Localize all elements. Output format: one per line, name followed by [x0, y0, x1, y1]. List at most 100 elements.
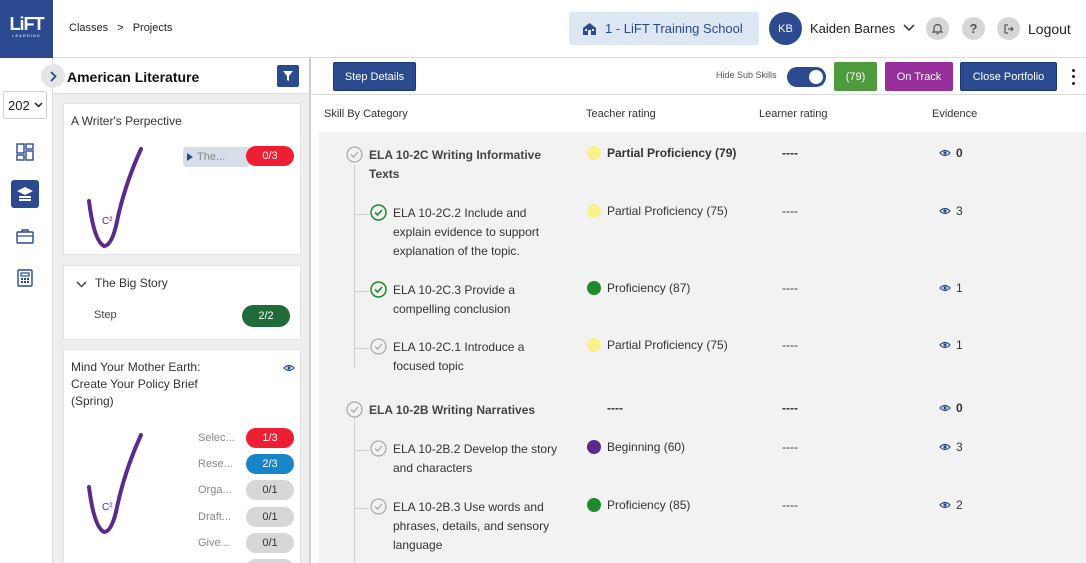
avatar[interactable]: KB: [769, 12, 802, 45]
project-card-title: A Writer's Perpective: [71, 114, 182, 128]
filter-button[interactable]: [277, 65, 299, 87]
table-header: Skill By Category Teacher rating Learner…: [313, 96, 1086, 132]
help-icon: ?: [969, 21, 978, 36]
teacher-rating-text: ----: [607, 401, 623, 415]
teacher-rating[interactable]: Proficiency (87): [587, 281, 690, 295]
more-options-icon[interactable]: [1068, 67, 1078, 87]
breadcrumb-separator: >: [117, 22, 124, 34]
class-title: American Literature: [67, 69, 200, 85]
learner-rating: ----: [782, 401, 798, 415]
chevron-down-icon[interactable]: [903, 24, 915, 32]
teacher-rating[interactable]: Beginning (60): [587, 440, 685, 454]
step-label: Give...: [198, 537, 230, 549]
bell-icon: [931, 23, 944, 35]
teacher-rating-text: Beginning (60): [607, 440, 686, 454]
tree-connector: [354, 291, 369, 292]
logo-subtext: LEARNING: [12, 33, 41, 38]
completed-check-icon: [370, 204, 387, 221]
evidence-link[interactable]: 1: [939, 338, 963, 352]
teacher-rating-text: Proficiency (85): [607, 498, 691, 512]
left-nav-rail: 202: [0, 58, 53, 563]
graduation-cap-icon: [17, 187, 33, 201]
pending-check-icon: [370, 498, 387, 515]
breadcrumb-classes-link[interactable]: Classes: [69, 22, 109, 34]
project-card[interactable]: A Writer's Perpective C² The... 0/3: [63, 103, 301, 255]
eye-icon: [939, 149, 951, 157]
teacher-rating[interactable]: Partial Proficiency (75): [587, 338, 728, 352]
tree-connector: [354, 214, 369, 215]
step-progress-pill[interactable]: 2/3: [246, 454, 294, 474]
chevron-down-icon[interactable]: [76, 281, 87, 288]
tree-connector: [354, 508, 369, 509]
chevron-right-icon: [49, 70, 57, 82]
svg-text:C²: C²: [102, 216, 113, 227]
step-tab[interactable]: The...: [183, 147, 249, 167]
year-select[interactable]: 202: [3, 91, 47, 119]
project-card[interactable]: The Big Story Step 2/2: [63, 265, 301, 340]
step-progress-pill[interactable]: 2/2: [242, 305, 290, 327]
evidence-count: 3: [956, 440, 963, 454]
skill-name: ELA 10-2C.3 Provide a compelling conclus…: [393, 283, 516, 316]
step-details-button[interactable]: Step Details: [333, 62, 416, 91]
teacher-rating[interactable]: ----: [607, 401, 623, 415]
eye-icon[interactable]: [283, 364, 295, 372]
hide-sub-skills-toggle[interactable]: [787, 67, 826, 87]
collapse-panel-button[interactable]: [41, 64, 65, 88]
teacher-rating-text: Partial Proficiency (75): [607, 338, 728, 352]
teacher-rating[interactable]: Proficiency (85): [587, 498, 690, 512]
notification-bell-button[interactable]: [926, 17, 949, 40]
breadcrumb: Classes > Projects: [69, 22, 178, 34]
evidence-link[interactable]: 3: [939, 440, 963, 454]
project-card-title: Mind Your Mother Earth: Create Your Poli…: [71, 360, 201, 408]
tree-connector: [354, 417, 355, 562]
skill-name: ELA 10-2B.3 Use words and phrases, detai…: [393, 500, 550, 552]
user-name[interactable]: Kaiden Barnes: [810, 21, 896, 36]
school-icon: [583, 22, 596, 35]
evidence-link[interactable]: 3: [939, 204, 963, 218]
rating-dot: [587, 204, 601, 218]
evidence-link[interactable]: 0: [939, 401, 963, 415]
logout-link[interactable]: Logout: [1028, 21, 1071, 37]
lift-logo[interactable]: LiFT LEARNING: [0, 0, 53, 58]
teacher-rating[interactable]: Partial Proficiency (75): [587, 204, 728, 218]
project-card[interactable]: Mind Your Mother Earth: Create Your Poli…: [63, 349, 301, 563]
dashboard-nav-button[interactable]: [11, 138, 39, 166]
evidence-link[interactable]: 1: [939, 281, 963, 295]
score-badge[interactable]: (79): [834, 62, 877, 91]
evidence-count: 3: [956, 204, 963, 218]
year-value: 202: [8, 97, 30, 113]
teacher-rating[interactable]: Partial Proficiency (79): [587, 146, 736, 160]
learner-rating: ----: [782, 338, 798, 352]
tree-connector: [354, 450, 369, 451]
step-progress-pill[interactable]: [246, 559, 294, 563]
portfolio-nav-button[interactable]: [11, 222, 39, 250]
skills-table-body: ELA 10-2C Writing Informative Texts Part…: [319, 132, 1086, 563]
logout-icon-button[interactable]: [997, 17, 1020, 40]
step-progress-pill[interactable]: 0/1: [246, 507, 294, 527]
rating-dot: [587, 146, 601, 160]
school-label: 1 - LiFT Training School: [605, 21, 743, 36]
classes-nav-button[interactable]: [11, 180, 39, 208]
evidence-count: 1: [956, 281, 963, 295]
evidence-link[interactable]: 2: [939, 498, 963, 512]
tree-connector: [354, 348, 369, 349]
chevron-down-icon: [34, 102, 43, 108]
status-badge[interactable]: On Track: [885, 62, 953, 91]
rating-dot: [587, 338, 601, 352]
step-progress-pill[interactable]: 0/1: [246, 533, 294, 553]
help-button[interactable]: ?: [962, 17, 985, 40]
step-progress-pill[interactable]: 0/3: [246, 146, 294, 166]
step-label: Draft...: [198, 511, 232, 523]
skill-name: ELA 10-2B.2 Develop the story and charac…: [393, 442, 558, 475]
teacher-rating-text: Partial Proficiency (79): [607, 146, 737, 160]
hide-sub-skills-label: Hide Sub Skills: [716, 70, 777, 80]
school-selector-button[interactable]: 1 - LiFT Training School: [569, 12, 759, 45]
evidence-link[interactable]: 0: [939, 146, 963, 160]
learner-rating: ----: [782, 204, 798, 218]
step-progress-pill[interactable]: 1/3: [246, 428, 294, 448]
step-progress-pill[interactable]: 0/1: [246, 480, 294, 500]
gradebook-nav-button[interactable]: [11, 264, 39, 292]
projects-panel: American Literature A Writer's Perpectiv…: [53, 58, 311, 563]
column-header-learner: Learner rating: [759, 108, 828, 120]
close-portfolio-button[interactable]: Close Portfolio: [960, 62, 1057, 91]
